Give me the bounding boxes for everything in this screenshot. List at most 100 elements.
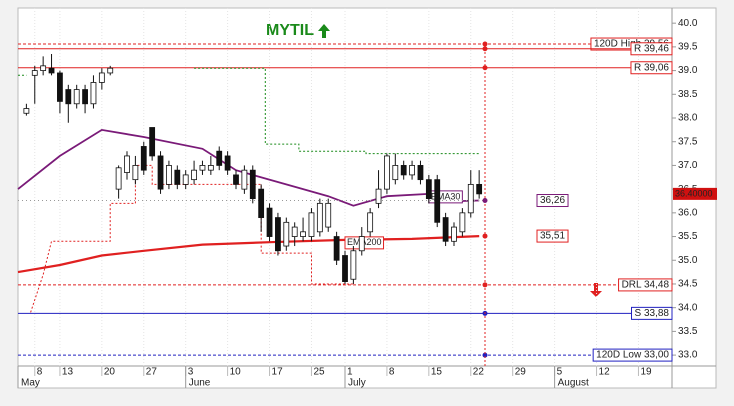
x-tick-label: 15	[431, 367, 443, 378]
ema-value-label: 36,26	[540, 195, 565, 206]
candle-body	[350, 250, 357, 280]
candle-body	[459, 212, 466, 233]
up-arrow	[318, 24, 330, 38]
x-tick-label: 8	[389, 367, 395, 378]
last-price-label: 36.40000	[675, 188, 713, 198]
candle-body	[275, 217, 281, 252]
last-price-box	[673, 187, 717, 200]
level-label-box	[618, 278, 673, 292]
y-tick-label: 39.5	[678, 42, 698, 53]
candle-body	[283, 221, 290, 247]
candle-body	[140, 146, 147, 171]
candle-body	[316, 202, 323, 233]
candle-body	[467, 183, 474, 214]
level-label-box	[631, 306, 673, 320]
candle-body	[48, 67, 55, 74]
candle-body	[384, 155, 390, 190]
candle-body	[417, 165, 424, 181]
level-label: DRL 34,48	[622, 280, 670, 291]
candle-body	[191, 169, 197, 181]
y-tick-label: 37.5	[678, 136, 698, 147]
candle-body	[149, 127, 156, 157]
candle-body	[333, 236, 340, 261]
candle-body	[124, 155, 130, 173]
candle-body	[400, 165, 407, 176]
candle-body	[166, 165, 172, 185]
ema-value-label: 35,51	[540, 231, 565, 242]
x-tick-label: 25	[313, 367, 325, 378]
ema-value-box	[536, 229, 569, 243]
y-tick-label: 39.0	[678, 65, 698, 76]
x-tick-label: 22	[473, 367, 485, 378]
level-label-box	[630, 42, 673, 56]
candle-body	[258, 188, 265, 218]
candle-body	[23, 108, 30, 114]
y-tick-label: 38.0	[678, 113, 698, 124]
candle-body	[199, 165, 206, 171]
candle-body	[442, 217, 449, 242]
level-label-box	[630, 61, 673, 75]
month-label: July	[348, 378, 366, 389]
stop-line	[30, 164, 354, 313]
candle-body	[132, 165, 139, 181]
y-tick-label: 40.0	[678, 18, 698, 29]
candle-body	[107, 67, 114, 74]
candle-body	[90, 82, 97, 105]
candle-body	[358, 236, 365, 252]
y-tick-label: 34.5	[678, 279, 698, 290]
candle-body	[300, 231, 306, 237]
ema-line	[17, 235, 480, 274]
x-tick-label: 10	[230, 367, 242, 378]
candle-body	[82, 89, 88, 105]
x-tick-label: 17	[272, 367, 284, 378]
level-label: R 39,46	[634, 43, 669, 54]
level-label-box	[592, 348, 673, 362]
x-tick-label: 5	[557, 367, 563, 378]
y-tick-label: 37.0	[678, 160, 698, 171]
candle-body	[216, 150, 223, 166]
candle-body	[115, 167, 122, 190]
x-tick-label: 27	[146, 367, 158, 378]
candle-body	[325, 202, 332, 228]
candle-body	[57, 72, 63, 102]
candle-body	[73, 89, 80, 105]
y-tick-label: 35.5	[678, 231, 698, 242]
y-tick-label: 35.0	[678, 255, 698, 266]
candle-body	[434, 179, 441, 223]
ema-dot	[482, 233, 488, 239]
candle-body	[233, 174, 239, 185]
candle-body	[182, 174, 189, 185]
chart-title: MYTIL	[266, 22, 314, 39]
y-tick-label: 36.0	[678, 207, 698, 218]
candle-body	[174, 169, 181, 185]
candle-body	[375, 188, 382, 204]
y-tick-label: 34.0	[678, 302, 698, 313]
x-tick-label: 1	[347, 367, 353, 378]
x-tick-label: 8	[37, 367, 43, 378]
candle-body	[409, 165, 415, 176]
x-tick-label: 29	[515, 367, 527, 378]
candle-body	[40, 65, 47, 71]
candle-body	[451, 226, 457, 242]
level-dot	[482, 65, 488, 71]
x-tick-label: 20	[104, 367, 116, 378]
chart-frame	[17, 7, 717, 389]
ema-value-box	[536, 194, 569, 208]
candle-body	[157, 155, 164, 190]
ema-label: EMA30	[431, 191, 461, 201]
month-label: May	[21, 378, 40, 389]
candle-body	[224, 155, 231, 171]
down-arrow	[590, 283, 602, 297]
x-tick-label: 19	[640, 367, 652, 378]
candle-body	[249, 169, 256, 200]
candle-body	[65, 89, 72, 105]
month-label: June	[189, 378, 211, 389]
level-label: R 39,06	[634, 62, 669, 73]
candle-body	[207, 165, 214, 171]
level-dot	[482, 352, 488, 358]
candle-body	[31, 70, 38, 76]
level-label: 120D Low 33,00	[596, 350, 669, 361]
candle-body	[241, 169, 248, 190]
